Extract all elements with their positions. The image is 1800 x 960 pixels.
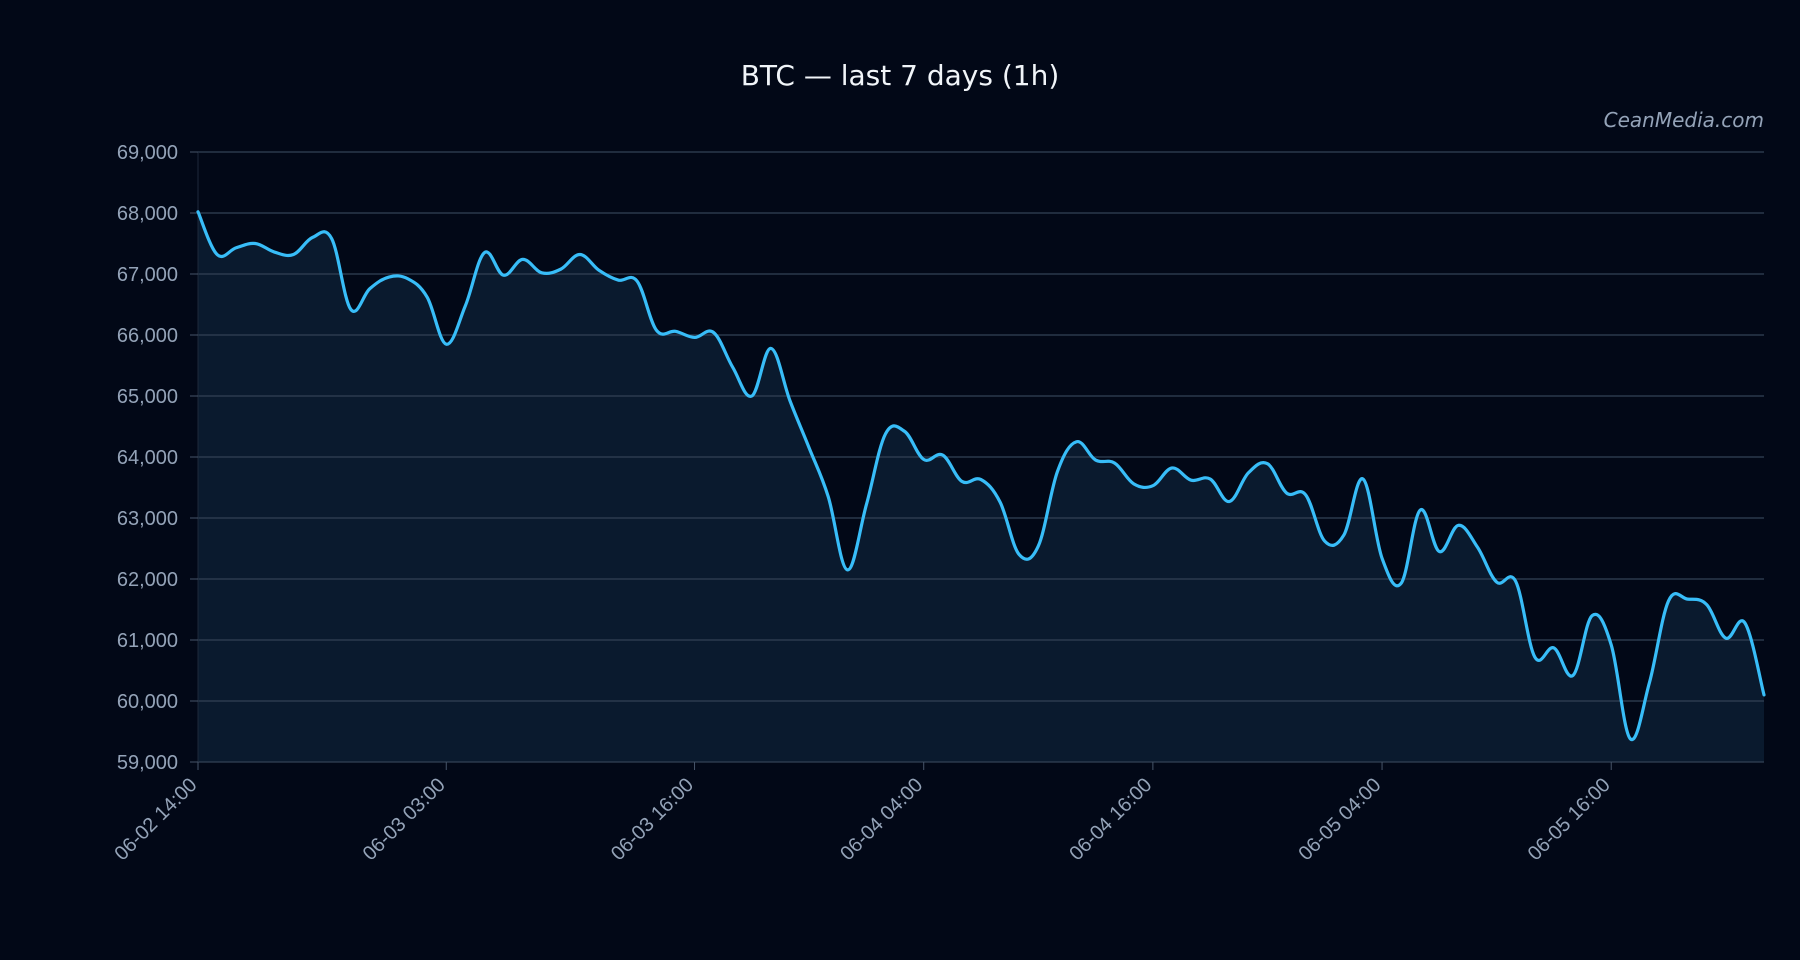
watermark: CeanMedia.com bbox=[1604, 108, 1764, 132]
y-tick-label: 60,000 bbox=[117, 691, 178, 713]
area-fill-layer bbox=[198, 211, 1764, 762]
y-tick-label: 68,000 bbox=[117, 203, 178, 225]
gridlines bbox=[197, 151, 1764, 763]
area-fill bbox=[198, 211, 1764, 762]
chart-title: BTC — last 7 days (1h) bbox=[741, 59, 1060, 92]
price-line bbox=[196, 210, 1766, 742]
y-tick-label: 69,000 bbox=[117, 142, 178, 164]
y-tick-label: 67,000 bbox=[117, 264, 178, 286]
y-axis-ticks: 59,000 60,000 61,000 62,000 63,000 64,000 65,0… bbox=[117, 142, 198, 774]
y-tick-label: 59,000 bbox=[117, 752, 178, 774]
y-tick-label: 63,000 bbox=[117, 508, 178, 530]
series-layer bbox=[196, 210, 1766, 742]
y-tick-label: 64,000 bbox=[117, 447, 178, 469]
y-tick-label: 61,000 bbox=[117, 630, 178, 652]
y-tick-label: 65,000 bbox=[117, 386, 178, 408]
y-tick-label: 62,000 bbox=[117, 569, 178, 591]
y-tick-label: 66,000 bbox=[117, 325, 178, 347]
